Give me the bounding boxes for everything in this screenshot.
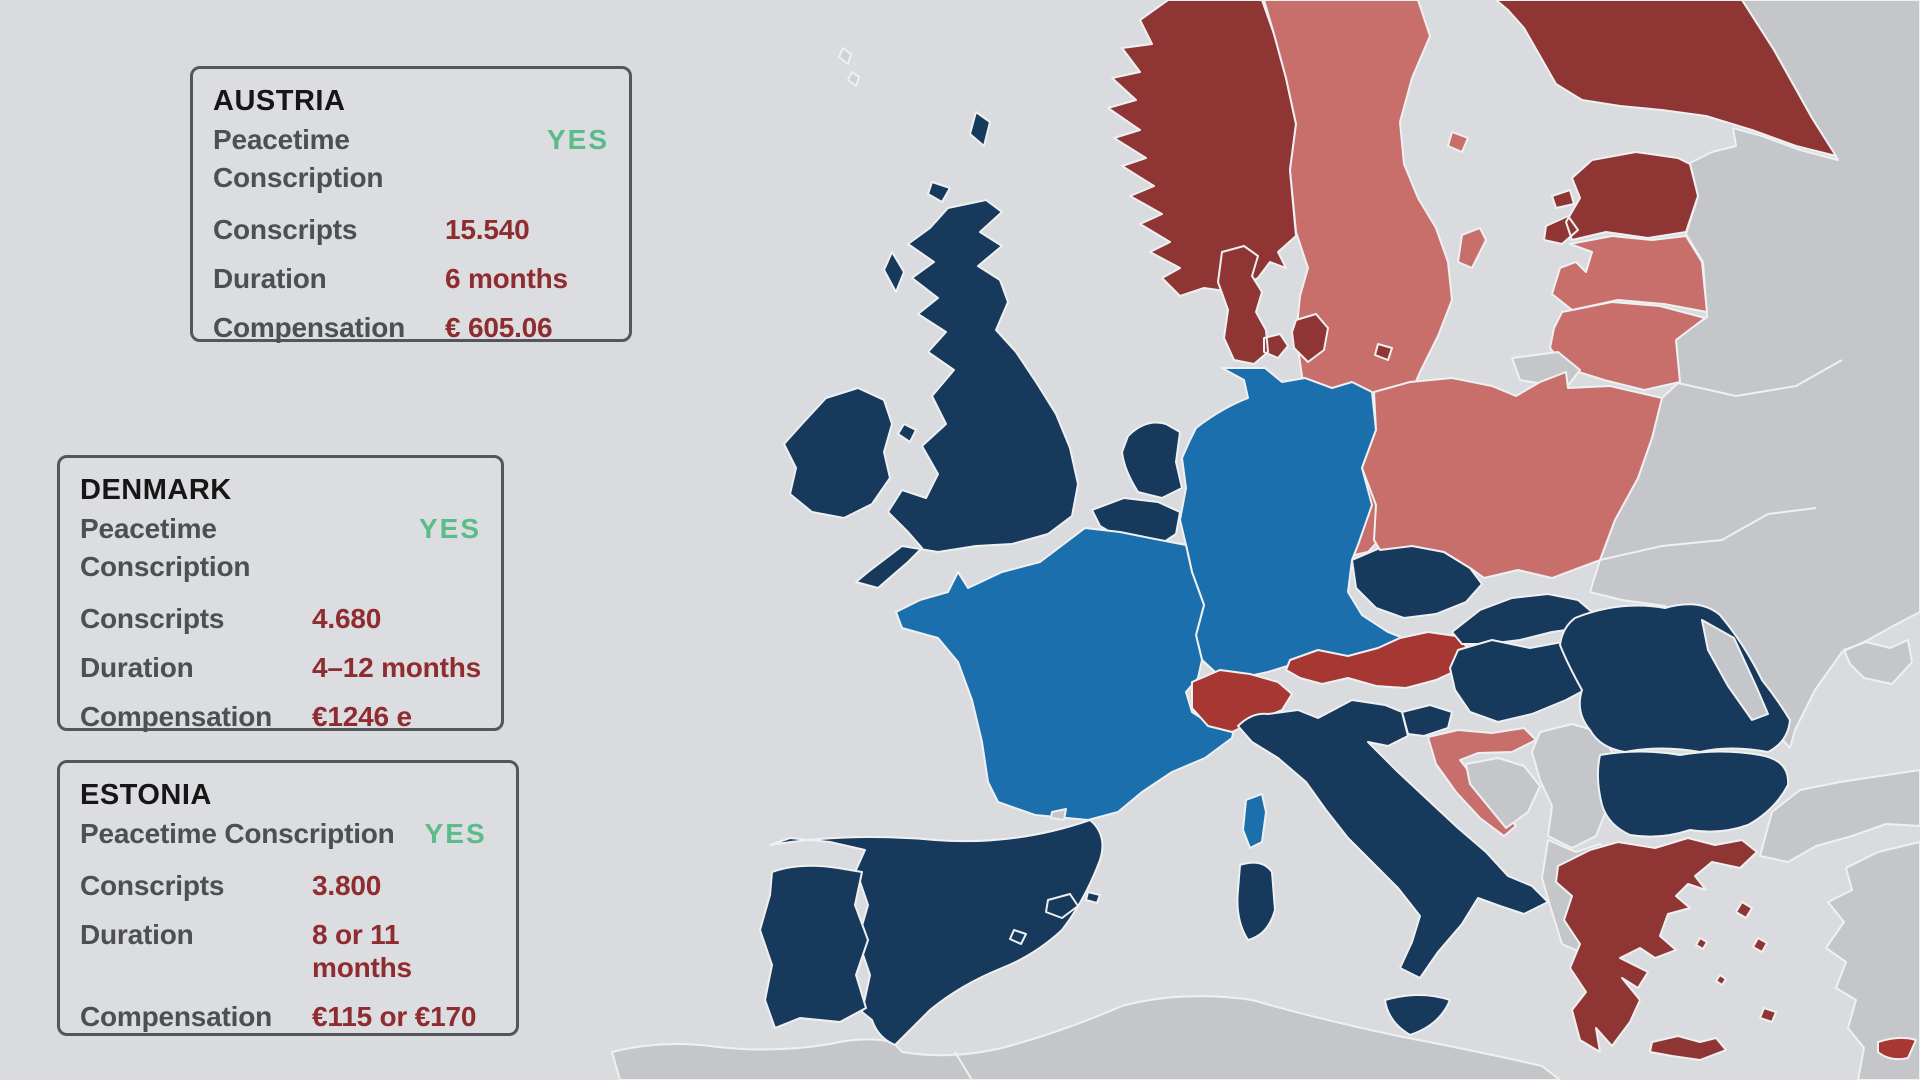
compensation-row: Compensation €115 or €170: [80, 1000, 496, 1033]
compensation-value: €1246 e: [312, 701, 412, 732]
conscripts-value: 15.540: [445, 214, 530, 245]
duration-row: Duration 4–12 months: [80, 651, 481, 684]
card-country-name: ESTONIA: [80, 779, 212, 811]
compensation-label: Compensation: [80, 701, 273, 732]
map-country-turkey: [1759, 769, 1920, 1080]
peacetime-conscription-row: Peacetime Conscription YES: [80, 815, 496, 853]
duration-value: 8 or 11 months: [312, 919, 412, 983]
map-country-denmark: [1217, 245, 1393, 365]
map-country-latvia: [1551, 235, 1708, 313]
info-card-estonia: ESTONIA Peacetime Conscription YES Consc…: [57, 760, 519, 1036]
conscripts-row: Conscripts 3.800: [80, 869, 496, 902]
conscripts-row: Conscripts 15.540: [213, 213, 609, 246]
peacetime-value-badge: YES: [424, 818, 487, 849]
duration-value: 4–12 months: [312, 652, 481, 683]
conscripts-label: Conscripts: [80, 870, 225, 901]
duration-label: Duration: [80, 919, 194, 950]
map-country-andorra: [1050, 808, 1067, 821]
conscripts-row: Conscripts 4.680: [80, 602, 481, 635]
map-country-netherlands: [1121, 421, 1183, 499]
info-card-denmark: DENMARK Peacetime Conscription YES Consc…: [57, 455, 504, 733]
peacetime-conscription-row: Peacetime Conscription YES: [80, 510, 481, 586]
duration-row: Duration 6 months: [213, 262, 609, 295]
duration-label: Duration: [213, 263, 327, 294]
map-country-estonia: [1543, 151, 1699, 245]
map-country-poland: [1361, 371, 1663, 579]
compensation-value: €115 or €170: [312, 1001, 477, 1032]
card-data-rows: Conscripts 3.800 Duration 8 or 11 months…: [80, 869, 496, 1033]
ukraine-border-line: [1599, 507, 1817, 561]
duration-value: 6 months: [445, 263, 568, 294]
map-country-lithuania: [1549, 301, 1706, 391]
duration-row: Duration 8 or 11 months: [80, 918, 496, 984]
map-country-bulgaria: [1596, 750, 1790, 838]
compensation-row: Compensation € 605.06: [213, 311, 609, 344]
peacetime-value-badge: YES: [418, 513, 481, 544]
conscripts-value: 4.680: [312, 603, 382, 634]
map-country-greece: [1555, 837, 1777, 1061]
map-country-cyprus: [1877, 1036, 1917, 1061]
map-country-portugal: [759, 864, 869, 1029]
map-country-switzerland: [1191, 669, 1293, 733]
conscripts-label: Conscripts: [213, 214, 358, 245]
compensation-value: € 605.06: [445, 312, 553, 343]
map-country-north-africa: [611, 995, 1561, 1080]
africa-internal-border: [954, 1051, 973, 1080]
map-country-ireland: [783, 387, 893, 519]
map-country-united-kingdom: [855, 111, 1079, 589]
peacetime-label: Peacetime Conscription: [80, 513, 251, 582]
duration-label: Duration: [80, 652, 194, 683]
card-data-rows: Conscripts 4.680 Duration 4–12 months Co…: [80, 602, 481, 733]
peacetime-value-badge: YES: [546, 124, 609, 155]
map-country-france: [895, 527, 1267, 849]
info-card-austria: AUSTRIA Peacetime Conscription YES Consc…: [190, 66, 632, 344]
map-country-spain: [769, 819, 1104, 1046]
compensation-label: Compensation: [213, 312, 406, 343]
map-country-italy: [1236, 699, 1549, 1036]
card-country-name: DENMARK: [80, 474, 232, 506]
card-country-name: AUSTRIA: [213, 85, 346, 117]
peacetime-label: Peacetime Conscription: [213, 124, 384, 193]
map-country-bosnia: [1465, 757, 1541, 829]
card-data-rows: Conscripts 15.540 Duration 6 months Comp…: [213, 213, 609, 344]
belarus-border-line: [1677, 359, 1843, 397]
map-country-finland: [1495, 0, 1837, 157]
conscripts-value: 3.800: [312, 870, 382, 901]
map-country-moldova: [1701, 619, 1769, 721]
compensation-label: Compensation: [80, 1001, 273, 1032]
compensation-row: Compensation €1246 e: [80, 700, 481, 733]
peacetime-conscription-row: Peacetime Conscription YES: [213, 121, 609, 197]
map-country-faroe-islands: [838, 47, 860, 87]
conscripts-label: Conscripts: [80, 603, 225, 634]
peacetime-label: Peacetime Conscription: [80, 818, 395, 849]
